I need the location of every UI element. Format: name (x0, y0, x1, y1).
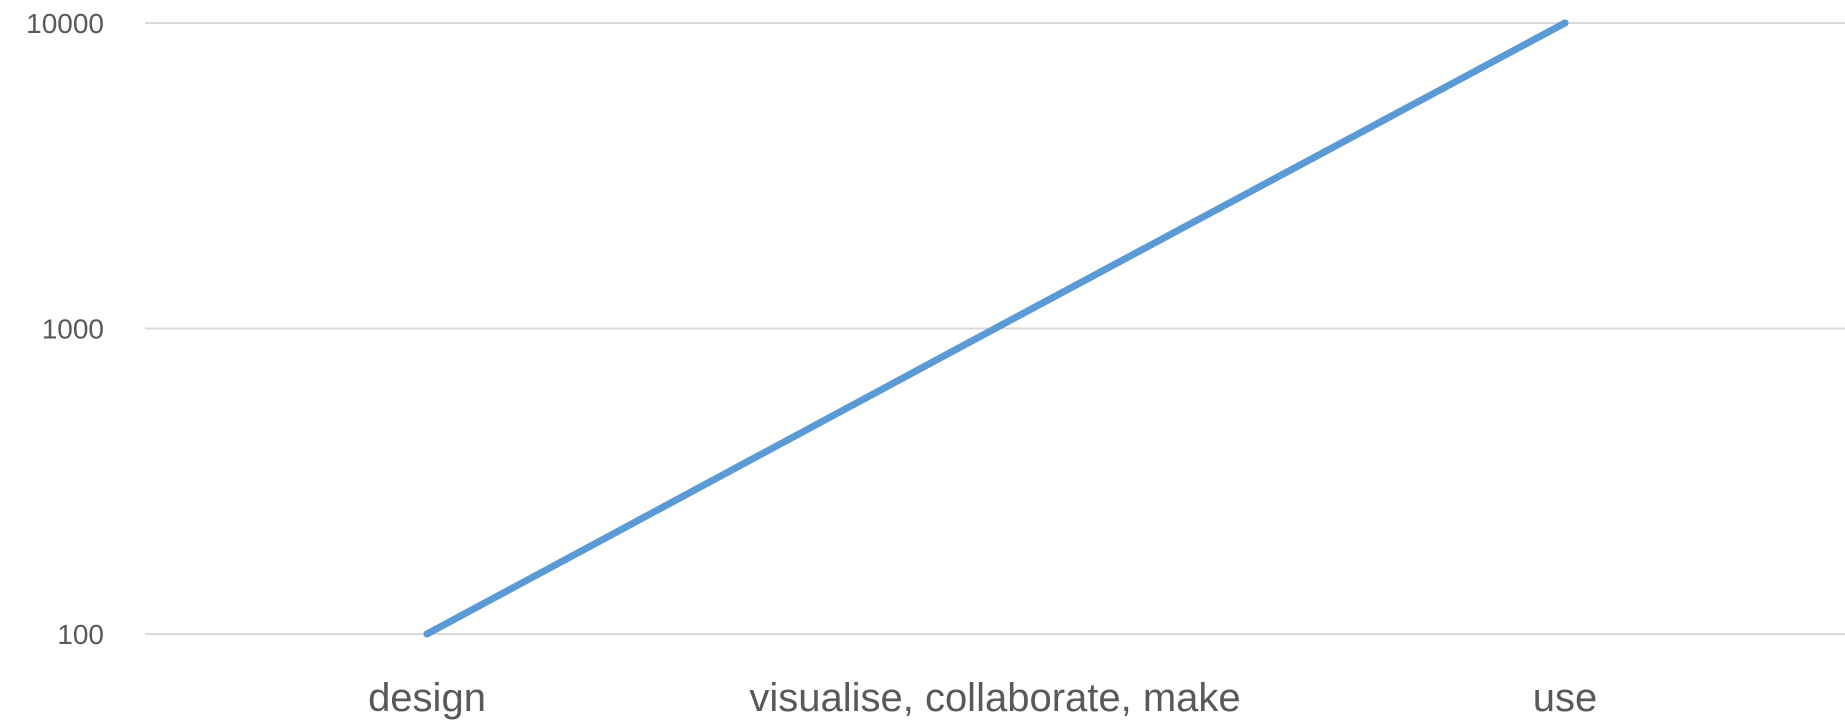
x-tick-label: visualise, collaborate, make (749, 676, 1240, 720)
data-point-design (423, 630, 431, 638)
x-tick-label: design (368, 676, 486, 720)
y-tick-label: 10000 (26, 8, 104, 39)
x-axis-tick-labels: design visualise, collaborate, make use (368, 676, 1597, 720)
series-layer (423, 19, 1569, 638)
data-point-use (1561, 19, 1569, 27)
y-axis-tick-labels: 100 1000 10000 (26, 8, 104, 650)
x-tick-label: use (1533, 676, 1598, 720)
y-tick-label: 100 (57, 619, 104, 650)
data-point-visualise (991, 325, 999, 332)
y-tick-label: 1000 (42, 314, 104, 345)
